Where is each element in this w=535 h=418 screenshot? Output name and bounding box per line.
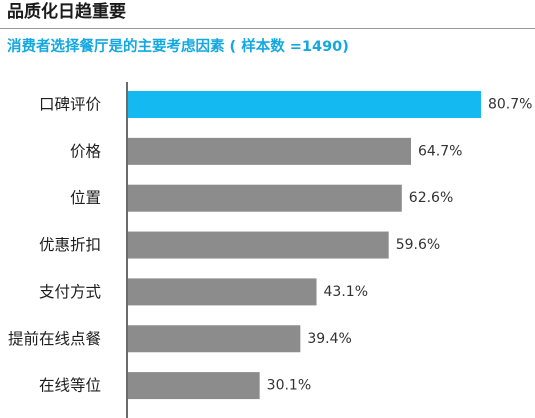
- value-label-3: 62.6%: [409, 190, 453, 206]
- bars-group: 口碑评价 80.7% 价格 64.7% 位置 62.6% 优惠折扣 59.6% 支付方式 43.1…: [8, 91, 532, 400]
- value-label-7: 30.1%: [267, 378, 311, 394]
- value-label-1: 80.7%: [488, 97, 532, 113]
- chart-title: 消费者选择餐厅是的主要考虑因素 ( 样本数 =1490): [7, 39, 349, 55]
- bar-7: [128, 372, 260, 400]
- value-label-2: 64.7%: [418, 143, 462, 159]
- value-label-6: 39.4%: [307, 331, 351, 347]
- category-label-4: 优惠折扣: [39, 236, 101, 254]
- value-label-5: 43.1%: [324, 284, 368, 300]
- bar-5: [128, 278, 317, 306]
- bar-2: [128, 137, 411, 165]
- category-label-7: 在线等位: [39, 377, 101, 395]
- value-label-4: 59.6%: [396, 237, 440, 253]
- bar-4: [128, 231, 389, 259]
- category-label-1: 口碑评价: [39, 96, 102, 114]
- category-label-3: 位置: [70, 189, 101, 207]
- page-title: 品质化日趋重要: [7, 2, 126, 22]
- category-label-6: 提前在线点餐: [8, 330, 101, 348]
- title-divider: [0, 28, 535, 29]
- category-label-5: 支付方式: [39, 283, 101, 301]
- bar-6: [128, 325, 301, 353]
- category-label-2: 价格: [70, 142, 102, 160]
- bar-3: [128, 184, 402, 212]
- bar-chart: 口碑评价 80.7% 价格 64.7% 位置 62.6% 优惠折扣 59.6% 支付方式 43.1…: [8, 82, 532, 418]
- bar-1: [128, 91, 481, 118]
